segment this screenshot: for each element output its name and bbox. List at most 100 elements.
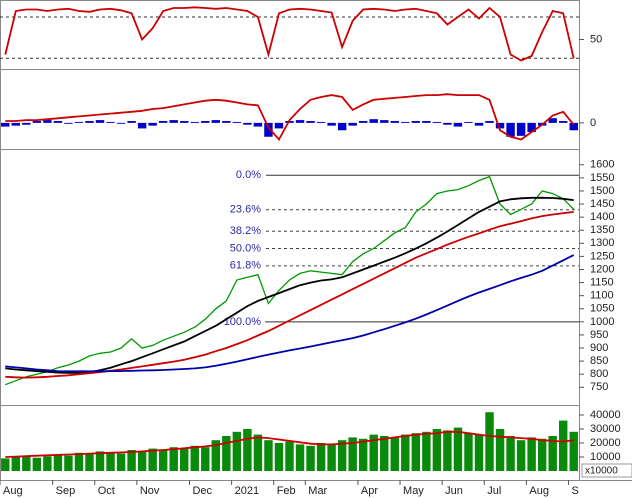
x-tick-label: Jul [487,485,501,497]
y-tick-label: 1050 [590,303,614,315]
bar [43,456,52,471]
unit-label: x10000 [585,466,618,477]
bar [316,121,326,123]
bar [180,121,189,123]
bar [74,452,84,471]
bar [137,451,147,471]
bar [474,122,484,126]
x-tick-label: S [571,485,578,497]
y-tick-label: 1000 [590,316,614,328]
bar [232,431,242,471]
bar [453,427,463,471]
x-tick-label: Nov [140,485,160,497]
y-tick-label: 1350 [590,224,614,236]
bar [222,436,231,471]
y-tick-label: 40000 [590,409,621,421]
bar [485,121,494,123]
bar [464,121,473,123]
bar [274,122,284,129]
y-tick-label: 1300 [590,237,614,249]
bar [474,434,484,471]
bar [390,121,399,123]
bar [264,440,273,471]
bar [201,447,210,471]
y-tick-label: 1400 [590,211,614,223]
bar [390,437,399,471]
y-tick-label: 850 [590,355,608,367]
bar [380,436,389,471]
bar [22,122,31,125]
bar [327,444,336,471]
y-tick-label: 1600 [590,159,614,171]
bar [401,121,410,123]
bar [358,121,368,123]
bar [443,430,452,471]
bar [316,443,326,471]
bar [558,121,568,123]
bar [232,121,242,123]
bar [158,450,168,471]
x-tick-label: Apr [361,485,378,497]
y-tick-label: 50 [590,33,602,45]
bar [506,436,515,471]
y-tick-label: 1200 [590,263,614,275]
y-tick-label: 1550 [590,172,614,184]
y-tick-label: 20000 [590,437,621,449]
bar [43,120,52,123]
y-tick-label: 1500 [590,185,614,197]
y-tick-label: 1450 [590,198,614,210]
fib-label: 100.0% [224,316,262,328]
x-tick-label: Oct [98,485,115,497]
bar [569,122,578,131]
y-tick-label: 30000 [590,423,621,435]
bar [11,457,21,471]
bar [548,118,557,123]
bar [306,445,315,471]
bar [190,121,199,123]
bar [148,448,157,471]
bar [74,121,84,123]
bar [527,437,536,471]
series-line [5,430,574,458]
bar [253,122,263,127]
bar [432,429,442,471]
bar [32,457,42,471]
y-tick-label: 1100 [590,290,614,302]
bar [243,122,252,125]
bar [243,429,252,471]
bar [295,444,305,471]
x-tick-label: Sep [56,485,76,497]
bar [380,120,389,123]
x-tick-label: 2021 [235,485,259,497]
bar [64,122,73,124]
bar [32,121,42,123]
bar [495,429,505,471]
bar [285,441,294,471]
bar [348,122,357,126]
bar [85,454,94,471]
bar [264,122,273,137]
bar [274,443,284,471]
y-tick-label: 750 [590,381,608,393]
bar [11,122,21,126]
bar [85,121,94,123]
bar [337,122,347,131]
series-line [5,196,574,374]
unit-box [581,463,632,478]
bar [548,436,557,471]
bar [422,121,431,123]
y-tick-label: 800 [590,368,608,380]
fib-label: 38.2% [230,225,261,237]
bar [158,121,168,123]
fib-label: 50.0% [230,242,261,254]
bar [53,121,63,123]
series-line [5,211,574,379]
bar [411,121,421,123]
x-tick-label: Aug [529,485,549,497]
bar [211,120,221,123]
bar [527,122,536,133]
bar [1,122,10,127]
bar [127,121,136,123]
bar [485,412,494,471]
